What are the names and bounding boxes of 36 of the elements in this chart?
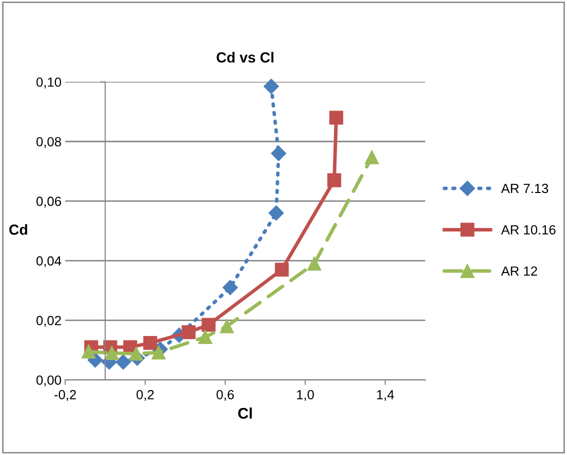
chart-title: Cd vs Cl bbox=[216, 52, 274, 63]
y-axis-title: Cd bbox=[9, 224, 28, 235]
point bbox=[307, 256, 322, 271]
x-tick-label: -0,2 bbox=[54, 390, 76, 401]
point bbox=[327, 173, 342, 188]
point bbox=[143, 336, 158, 350]
point bbox=[274, 262, 289, 277]
point bbox=[129, 346, 144, 361]
y-tick-label: 0,04 bbox=[36, 256, 62, 268]
legend-label: AR 7.13 bbox=[501, 184, 548, 194]
y-tick-label: 0,08 bbox=[36, 137, 62, 148]
y-tick-label: 0,00 bbox=[36, 375, 62, 386]
x-tick-label: 1,4 bbox=[377, 390, 394, 401]
point bbox=[104, 346, 119, 360]
point bbox=[152, 346, 166, 360]
y-tick-label: 0,10 bbox=[36, 77, 62, 88]
legend-label: AR 10.16 bbox=[501, 225, 556, 234]
point bbox=[264, 78, 279, 94]
point bbox=[329, 110, 344, 125]
point bbox=[116, 354, 131, 370]
x-tick-label: 0,6 bbox=[216, 390, 234, 401]
point bbox=[268, 205, 284, 221]
point bbox=[220, 319, 234, 334]
y-tick-label: 0,06 bbox=[36, 196, 62, 208]
x-tick-label: 0,2 bbox=[136, 390, 154, 401]
point bbox=[82, 344, 96, 359]
y-tick-label: 0,02 bbox=[36, 316, 61, 327]
x-tick-label: 1,0 bbox=[297, 390, 314, 401]
point bbox=[222, 280, 238, 296]
legend-label: AR 12 bbox=[501, 266, 538, 276]
point bbox=[198, 330, 212, 344]
point bbox=[364, 150, 379, 164]
point bbox=[182, 325, 196, 340]
point bbox=[271, 146, 286, 161]
point bbox=[202, 318, 216, 332]
x-axis-title: Cl bbox=[238, 408, 252, 419]
